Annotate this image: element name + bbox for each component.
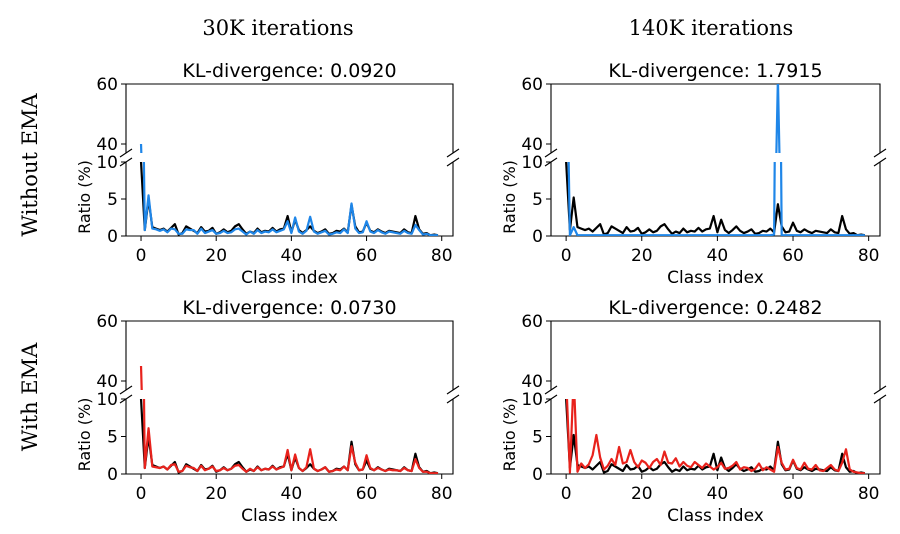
y-tick-label: 10 <box>521 390 543 410</box>
x-axis-label: Class index <box>241 506 338 526</box>
x-tick-label: 80 <box>858 484 880 504</box>
series-line-model <box>142 162 438 236</box>
axis-break-mark <box>544 385 558 395</box>
panel-140k-no-ema: KL-divergence: 1.7915 40 60 0 5 10 0 20 40 60 80 Cl… <box>500 60 887 288</box>
series-line-reference <box>565 162 866 236</box>
y-tick-label: 60 <box>96 75 118 95</box>
y-tick-label: 40 <box>96 135 118 155</box>
x-axis-label: Class index <box>241 268 338 288</box>
y-axis-label: Ratio (%) <box>500 160 519 234</box>
x-tick-label: 80 <box>858 246 880 266</box>
column-title-30k: 30K iterations <box>202 16 353 40</box>
series-line-model <box>567 162 865 236</box>
x-tick-label: 40 <box>281 484 303 504</box>
y-tick-label: 10 <box>521 153 543 173</box>
axis-break-mark <box>873 394 887 404</box>
row-title-without-ema: Without EMA <box>18 93 42 237</box>
series-line-model <box>142 399 438 474</box>
x-axis-label: Class index <box>667 506 764 526</box>
column-title-140k: 140K iterations <box>629 16 794 40</box>
y-tick-label: 60 <box>96 312 118 332</box>
row-title-with-ema: With EMA <box>18 342 42 451</box>
panel-140k-ema: KL-divergence: 0.2482 40 60 0 5 10 0 20 40 60 80 Cl… <box>500 297 887 526</box>
y-tick-label: 40 <box>521 135 543 155</box>
x-tick-label: 60 <box>782 484 804 504</box>
axis-break-mark <box>119 385 133 395</box>
y-tick-label: 0 <box>107 227 118 247</box>
y-tick-label: 5 <box>107 428 118 448</box>
x-tick-label: 60 <box>782 246 804 266</box>
y-axis-label: Ratio (%) <box>75 398 94 472</box>
top-axis-frame <box>550 83 881 153</box>
x-tick-label: 0 <box>561 484 572 504</box>
y-tick-label: 60 <box>521 312 543 332</box>
top-axis-frame <box>550 320 881 390</box>
top-axis-frame <box>125 83 454 153</box>
y-tick-label: 5 <box>107 190 118 210</box>
y-axis-label: Ratio (%) <box>500 398 519 472</box>
y-tick-label: 0 <box>107 465 118 485</box>
series-line-model <box>565 399 865 474</box>
axis-break-mark <box>873 385 887 395</box>
axis-break-mark <box>873 157 887 167</box>
y-tick-label: 40 <box>96 372 118 392</box>
x-tick-label: 80 <box>431 484 453 504</box>
x-tick-label: 0 <box>561 246 572 266</box>
panel-title: KL-divergence: 1.7915 <box>608 60 822 82</box>
panel-title: KL-divergence: 0.0730 <box>182 297 396 319</box>
y-tick-label: 60 <box>521 75 543 95</box>
axis-break-mark <box>544 148 558 158</box>
y-tick-label: 5 <box>532 428 543 448</box>
axis-break-mark <box>873 148 887 158</box>
y-tick-label: 10 <box>96 390 118 410</box>
panel-title: KL-divergence: 0.2482 <box>608 297 822 319</box>
axis-break-mark <box>446 157 460 167</box>
x-tick-label: 20 <box>631 484 653 504</box>
x-tick-label: 60 <box>356 484 378 504</box>
y-tick-label: 5 <box>532 190 543 210</box>
y-tick-label: 0 <box>532 465 543 485</box>
y-tick-label: 40 <box>521 372 543 392</box>
axis-break-mark <box>446 148 460 158</box>
axis-break-mark <box>119 148 133 158</box>
y-tick-label: 0 <box>532 227 543 247</box>
axis-break-mark <box>446 385 460 395</box>
x-tick-label: 20 <box>205 246 227 266</box>
x-tick-label: 40 <box>707 246 729 266</box>
x-tick-label: 0 <box>136 246 147 266</box>
x-tick-label: 60 <box>356 246 378 266</box>
x-tick-label: 20 <box>205 484 227 504</box>
x-tick-label: 40 <box>281 246 303 266</box>
x-tick-label: 0 <box>136 484 147 504</box>
series-line-model-upper <box>139 365 143 390</box>
x-axis-label: Class index <box>667 268 764 288</box>
panel-30k-ema: KL-divergence: 0.0730 40 60 0 5 10 0 20 40 60 80 Cl… <box>75 297 460 526</box>
panel-30k-no-ema: KL-divergence: 0.0920 40 60 0 5 10 0 20 40 60 80 Cl… <box>75 60 460 288</box>
top-axis-frame <box>125 320 454 390</box>
panel-title: KL-divergence: 0.0920 <box>182 60 396 82</box>
x-tick-label: 20 <box>631 246 653 266</box>
series-line-reference <box>565 399 866 474</box>
axis-break-mark <box>446 394 460 404</box>
y-tick-label: 10 <box>96 153 118 173</box>
x-tick-label: 80 <box>431 246 453 266</box>
x-tick-label: 40 <box>707 484 729 504</box>
y-axis-label: Ratio (%) <box>75 160 94 234</box>
